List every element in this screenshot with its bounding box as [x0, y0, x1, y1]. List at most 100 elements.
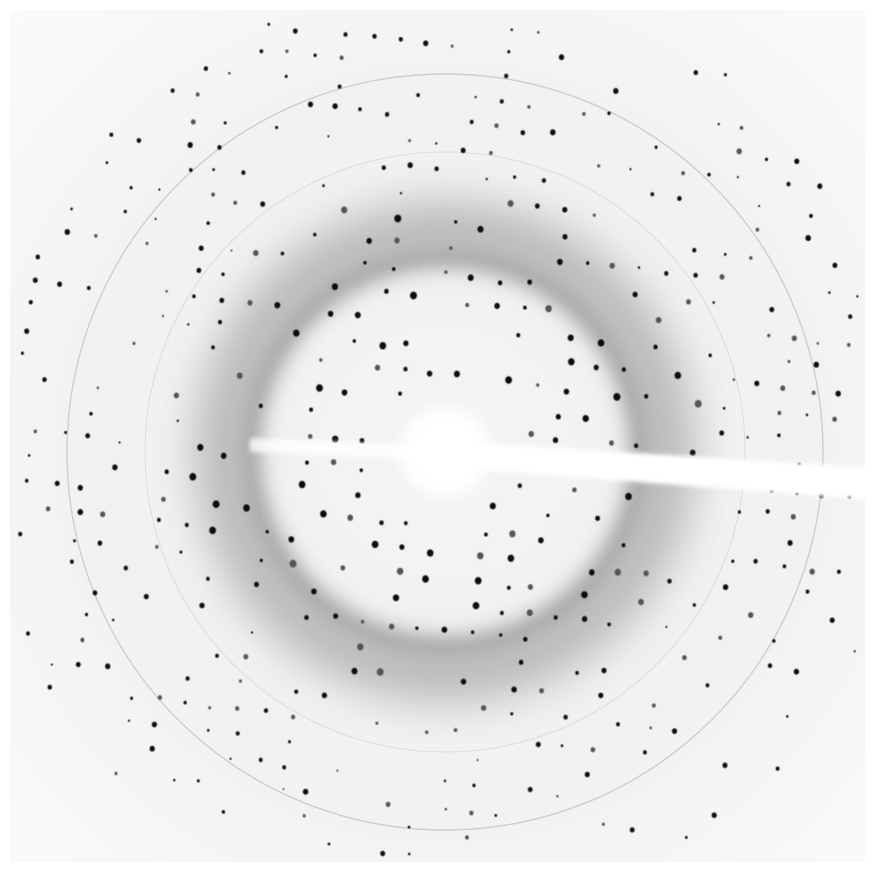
spot [732, 378, 736, 382]
spot [80, 637, 85, 643]
spot [655, 316, 662, 324]
spot [717, 122, 720, 126]
spot [692, 247, 697, 253]
spot [145, 241, 149, 246]
spot [536, 30, 540, 34]
spot [572, 487, 577, 493]
spot [601, 667, 607, 674]
spot [477, 552, 484, 560]
spot [258, 757, 263, 763]
spot [211, 192, 215, 197]
spot [651, 703, 656, 708]
spot [562, 234, 568, 240]
spot [235, 706, 240, 711]
spot [351, 667, 358, 675]
spot [667, 578, 672, 584]
spot [96, 386, 100, 390]
spot [674, 371, 682, 380]
spot [539, 688, 545, 694]
spot [853, 650, 856, 653]
spot [123, 565, 128, 571]
spot [212, 168, 215, 172]
spot [196, 779, 200, 783]
spot [247, 299, 253, 306]
spot [298, 480, 306, 489]
spot [27, 454, 31, 457]
spot [230, 249, 233, 252]
spot [192, 294, 196, 299]
spot [47, 684, 53, 690]
spot [136, 138, 142, 143]
spot [109, 132, 114, 137]
spot [33, 429, 38, 434]
reflection-spots [18, 22, 859, 857]
spot [517, 483, 522, 489]
spot [809, 213, 813, 218]
spot [791, 335, 797, 342]
spot [357, 643, 364, 651]
spot [217, 319, 223, 325]
spot [567, 358, 575, 366]
spot [614, 568, 621, 576]
spot [786, 181, 791, 187]
spot [282, 765, 287, 770]
spot [556, 794, 559, 798]
spot [435, 142, 438, 145]
spot [510, 712, 514, 716]
spot [355, 492, 361, 499]
spot [590, 747, 596, 753]
spot [465, 302, 470, 308]
spot [557, 258, 563, 266]
spot [243, 654, 249, 660]
spot [747, 612, 754, 618]
spot [764, 157, 769, 162]
spot [236, 372, 243, 379]
spot [258, 403, 263, 409]
spot [609, 262, 615, 269]
spot [563, 714, 568, 720]
spot [719, 430, 725, 436]
spot [254, 581, 259, 588]
spot [592, 213, 596, 217]
spot [584, 771, 590, 778]
spot [366, 237, 372, 244]
spot [545, 305, 552, 313]
spot [64, 228, 71, 236]
spot [509, 530, 516, 538]
spot [423, 40, 429, 47]
spot [511, 686, 517, 693]
spot [607, 111, 611, 116]
spot [359, 437, 365, 444]
spot [828, 291, 831, 294]
spot [165, 289, 168, 293]
spot [629, 827, 635, 833]
spot [363, 260, 367, 265]
spot [223, 121, 227, 125]
spot [18, 531, 23, 537]
spot [398, 391, 402, 396]
spot [97, 540, 103, 546]
spot [70, 207, 73, 211]
spot [723, 73, 727, 77]
spot [206, 576, 210, 581]
spot [499, 633, 503, 637]
spot [28, 299, 33, 305]
spot [45, 506, 51, 512]
spot [582, 414, 589, 423]
spot [443, 779, 447, 783]
spot [736, 148, 742, 155]
spot [289, 559, 297, 568]
spot [665, 625, 668, 629]
diffuse-ring [195, 202, 695, 702]
spot [523, 636, 528, 642]
spot [259, 49, 264, 54]
spot [379, 341, 387, 350]
spot [337, 84, 342, 89]
spot [653, 344, 658, 350]
spot [722, 406, 726, 410]
spot [765, 509, 770, 514]
spot [381, 165, 386, 171]
spot [127, 719, 131, 722]
spot [158, 188, 161, 191]
spot [507, 554, 515, 562]
